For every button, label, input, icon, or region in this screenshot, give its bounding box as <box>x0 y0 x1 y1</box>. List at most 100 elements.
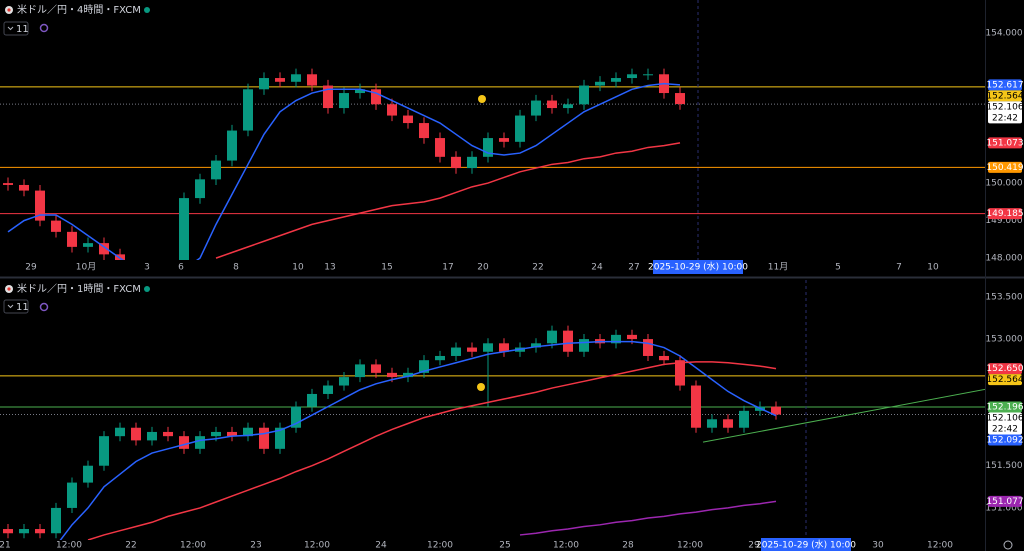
candle-body <box>355 89 365 94</box>
candle-body <box>51 220 61 232</box>
candle-body <box>179 436 189 449</box>
x-tick-label: 24 <box>591 263 603 273</box>
price-label-box <box>988 161 1022 173</box>
x-tick-label: 22 <box>125 541 136 551</box>
header-bottom[interactable]: 米ドル／円・1時間・FXCM 11 <box>3 282 150 314</box>
countdown: 22:42 <box>992 113 1018 123</box>
candle-body <box>547 330 557 344</box>
y-tick-label: 150.000 <box>985 179 1022 189</box>
price-label-box <box>988 434 1022 446</box>
y-tick-label: 149.000 <box>985 216 1022 226</box>
candle-body <box>611 334 621 344</box>
indicator-toggle[interactable] <box>3 21 29 36</box>
candle-body <box>723 419 733 428</box>
candle-body <box>611 78 621 82</box>
candle-body <box>19 529 29 534</box>
moving-average <box>519 500 777 536</box>
candle-body <box>339 93 349 109</box>
candle-body <box>451 347 461 356</box>
price-label: 152.617 <box>986 80 1023 90</box>
indicator-count: 11 <box>16 302 29 313</box>
price-label-box <box>988 401 1022 413</box>
candle-body <box>387 372 397 378</box>
x-tick-label: 12:00 <box>677 541 703 551</box>
price-label-box <box>988 90 1022 102</box>
candle-body <box>403 372 413 378</box>
event-marker[interactable] <box>477 383 485 391</box>
indicator-toggle[interactable] <box>3 299 29 314</box>
candle-body <box>499 343 509 352</box>
y-tick-label: 148.000 <box>985 254 1022 264</box>
price-label: 152.106 <box>986 102 1023 112</box>
candle-body <box>3 529 13 534</box>
price-label: 152.564 <box>986 375 1023 385</box>
price-label: 151.077 <box>986 497 1023 507</box>
settings-button[interactable] <box>1003 540 1013 550</box>
candle-body <box>675 93 685 105</box>
chevron <box>7 26 14 31</box>
candle-body <box>419 123 429 139</box>
x-tick-label: 10月 <box>76 262 96 273</box>
x-tick-label: 3 <box>144 263 150 273</box>
candle-body <box>163 431 173 437</box>
candle-body <box>83 243 93 247</box>
x-tick-label: 12:00 <box>927 541 953 551</box>
candle-body <box>339 377 349 386</box>
plot-area <box>0 325 985 540</box>
candle-body <box>195 436 205 449</box>
candle-body <box>323 85 333 109</box>
candle-body <box>227 130 237 161</box>
symbol-title: 米ドル／円・4時間・FXCM <box>17 3 141 16</box>
candle-body <box>211 160 221 180</box>
candle-body <box>243 89 253 131</box>
x-tick-label: 10 <box>292 263 304 273</box>
candle-body <box>579 339 589 352</box>
x-tick-label: 28 <box>622 541 634 551</box>
price-label-box <box>988 374 1022 386</box>
price-label-box <box>988 495 1022 507</box>
x-tick-label: 12:00 <box>56 541 82 551</box>
candle-body <box>467 347 477 352</box>
candle-body <box>35 190 45 221</box>
candle-body <box>627 74 637 79</box>
candle-body <box>179 198 189 260</box>
candle-body <box>67 231 77 247</box>
candle-body <box>531 100 541 116</box>
settings-icon[interactable] <box>39 23 49 33</box>
x-tick-label: 13 <box>324 263 335 273</box>
candle-body <box>275 78 285 82</box>
candle-body <box>771 406 781 415</box>
status-dot <box>144 7 150 13</box>
candle-body <box>483 138 493 157</box>
candle-body <box>707 419 717 428</box>
x-tick-label: 8 <box>233 263 239 273</box>
candle-body <box>467 156 477 169</box>
x-tick-label: 27 <box>628 263 639 273</box>
moving-average <box>7 82 681 260</box>
x-tick-label: 20 <box>477 263 489 273</box>
x-tick-label: 12:00 <box>304 541 330 551</box>
crosshair-time: 2025-10-29 (水) 10:00 <box>648 261 748 273</box>
crosshair-time: 2025-10-29 (水) 10:00 <box>756 539 856 551</box>
x-tick-label: 29 <box>25 263 37 273</box>
candle-body <box>3 183 13 185</box>
x-tick-label: 6 <box>178 263 184 273</box>
settings-icon[interactable] <box>39 302 49 312</box>
event-marker[interactable] <box>478 95 486 103</box>
candle-body <box>67 482 77 508</box>
moving-average <box>87 361 777 540</box>
x-tick-label: 12:00 <box>427 541 453 551</box>
status-dot <box>144 286 150 292</box>
candle-body <box>451 156 461 169</box>
moving-average <box>215 142 681 259</box>
chevron <box>7 304 14 309</box>
price-label: 152.196 <box>986 402 1023 412</box>
candle-body <box>291 74 301 82</box>
candle-body <box>563 104 573 109</box>
candle-body <box>147 431 157 441</box>
candle-body <box>627 334 637 340</box>
price-label: 152.092 <box>986 435 1023 445</box>
candle-body <box>131 427 141 441</box>
header-top[interactable]: 米ドル／円・4時間・FXCM 11 <box>3 3 150 36</box>
